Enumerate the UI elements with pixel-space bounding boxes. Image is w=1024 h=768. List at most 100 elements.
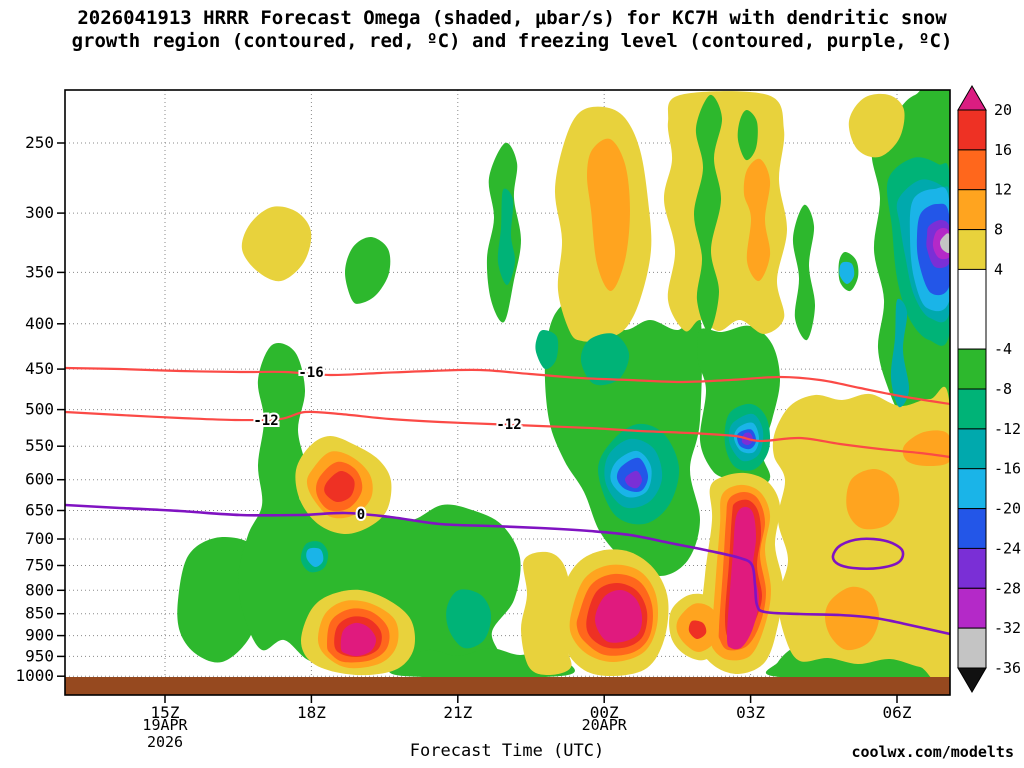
shaded-region-cyan: [306, 547, 324, 568]
contour-label: -16: [298, 365, 323, 381]
shaded-region-green: [792, 204, 816, 341]
colorbar-tick-label: -28: [994, 579, 1021, 597]
shaded-region-yellow: [663, 91, 788, 335]
x-tick-label: 06Z: [883, 703, 912, 722]
chart-title-line2: growth region (contoured, red, ºC) and f…: [72, 30, 953, 52]
y-tick-label: 400: [25, 314, 54, 333]
watermark: coolwx.com/modelts: [851, 743, 1014, 761]
colorbar-tick-label: -24: [994, 539, 1021, 557]
shaded-region-green: [344, 236, 391, 304]
x-tick-label: 15Z: [151, 703, 180, 722]
shaded-region-orange: [846, 469, 900, 530]
colorbar-band: [957, 268, 987, 350]
colorbar-bottom-triangle: [957, 667, 987, 693]
y-tick-label: 650: [25, 501, 54, 520]
shaded-region-red: [324, 470, 355, 503]
x-date-label: 19APR: [142, 716, 188, 734]
shaded-region-orange: [825, 586, 880, 651]
colorbar-band: [957, 627, 987, 669]
shaded-region-yellow: [848, 93, 905, 158]
y-tick-label: 250: [25, 133, 54, 152]
y-tick-label: 300: [25, 203, 54, 222]
shaded-region-green: [693, 94, 723, 333]
x-tick-label: 21Z: [443, 703, 472, 722]
colorbar-tick-label: -20: [994, 500, 1021, 518]
shaded-region-yellow: [520, 551, 572, 675]
y-tick-label: 900: [25, 626, 54, 645]
shaded-region-teal_green: [535, 329, 559, 370]
x-date-label: 2026: [147, 733, 183, 751]
colorbar-band: [957, 508, 987, 550]
shaded-region-teal_green: [580, 333, 630, 386]
shaded-region-teal_green: [446, 589, 492, 649]
colorbar-tick-label: 16: [994, 141, 1012, 159]
colorbar-tick-label: 20: [994, 101, 1012, 119]
y-tick-label: 350: [25, 262, 54, 281]
colorbar-tick-label: -36: [994, 659, 1021, 677]
colorbar-band: [957, 468, 987, 510]
y-tick-label: 550: [25, 436, 54, 455]
freezing-level-0C-closed-contour: [831, 537, 905, 570]
y-tick-label: 1000: [15, 666, 54, 685]
colorbar-tick-label: 4: [994, 260, 1003, 278]
y-tick-label: 600: [25, 470, 54, 489]
contour-label: -12: [253, 413, 278, 429]
x-tick-label: 00Z: [590, 703, 619, 722]
contour-label: -12: [496, 417, 521, 433]
colorbar-tick-label: -32: [994, 619, 1021, 637]
dendritic-16C-contour: [65, 366, 950, 406]
shaded-region-green: [237, 343, 521, 673]
x-tick-label: 03Z: [736, 703, 765, 722]
contour-labels: -16 -12 -12 0: [251, 363, 523, 525]
plot-frame: [64, 89, 951, 696]
shaded-region-orange: [743, 158, 771, 282]
y-tick-label: 450: [25, 359, 54, 378]
y-tick-label: 800: [25, 580, 54, 599]
colorbar-band: [957, 587, 987, 629]
shaded-region-orange: [586, 138, 630, 292]
freezing-level-0C-contour: [65, 503, 950, 636]
x-axis-label: Forecast Time (UTC): [410, 741, 604, 761]
shaded-region-teal_green: [497, 188, 516, 285]
colorbar-tick-label: -12: [994, 420, 1021, 438]
dendritic-12C-contour: [65, 410, 950, 459]
shaded-region-red: [688, 620, 707, 640]
axes: 250 300 350 400 450 500 550 600 650 700 750 800 850 9…: [15, 133, 911, 751]
colorbar-tick-label: 8: [994, 221, 1003, 239]
shaded-region-gray: [940, 233, 950, 254]
shaded-region-green: [737, 109, 758, 161]
x-tick-label: 18Z: [297, 703, 326, 722]
y-tick-label: 850: [25, 604, 54, 623]
y-tick-label: 750: [25, 556, 54, 575]
colorbar-band: [957, 189, 987, 231]
colorbar-band: [957, 229, 987, 271]
y-tick-label: 700: [25, 529, 54, 548]
colorbar-tick-label: -16: [994, 460, 1021, 478]
colorbar-band: [957, 547, 987, 589]
terrain-bar: [65, 677, 950, 695]
x-date-label: 20APR: [582, 716, 628, 734]
shaded-region-magenta: [726, 506, 759, 650]
shaded-region-purple: [624, 470, 642, 489]
shaded-region-magenta: [594, 589, 643, 643]
colorbar-top-triangle: [957, 85, 987, 111]
colorbar-band: [957, 149, 987, 191]
shaded-region-cyan: [839, 261, 855, 284]
colorbar-tick-label: 12: [994, 181, 1012, 199]
chart-title-line1: 2026041913 HRRR Forecast Omega (shaded, …: [77, 7, 947, 29]
shaded-region-orange: [902, 430, 950, 467]
shaded-region-magenta: [340, 622, 377, 657]
colorbar-band: [957, 428, 987, 470]
colorbar-band: [957, 348, 987, 390]
y-tick-label: 500: [25, 400, 54, 419]
colorbar-tick-label: -4: [994, 340, 1012, 358]
shaded-region-yellow: [241, 206, 312, 282]
colorbar-band: [957, 109, 987, 151]
colorbar: 20 16 12 8 4 -4 -8 -12 -16 -20 -24 -28 -32 -36: [957, 85, 1021, 693]
omega-shaded-field: [177, 90, 950, 689]
contour-label: 0: [357, 507, 365, 523]
contour-lines: [65, 366, 950, 636]
colorbar-band: [957, 388, 987, 430]
